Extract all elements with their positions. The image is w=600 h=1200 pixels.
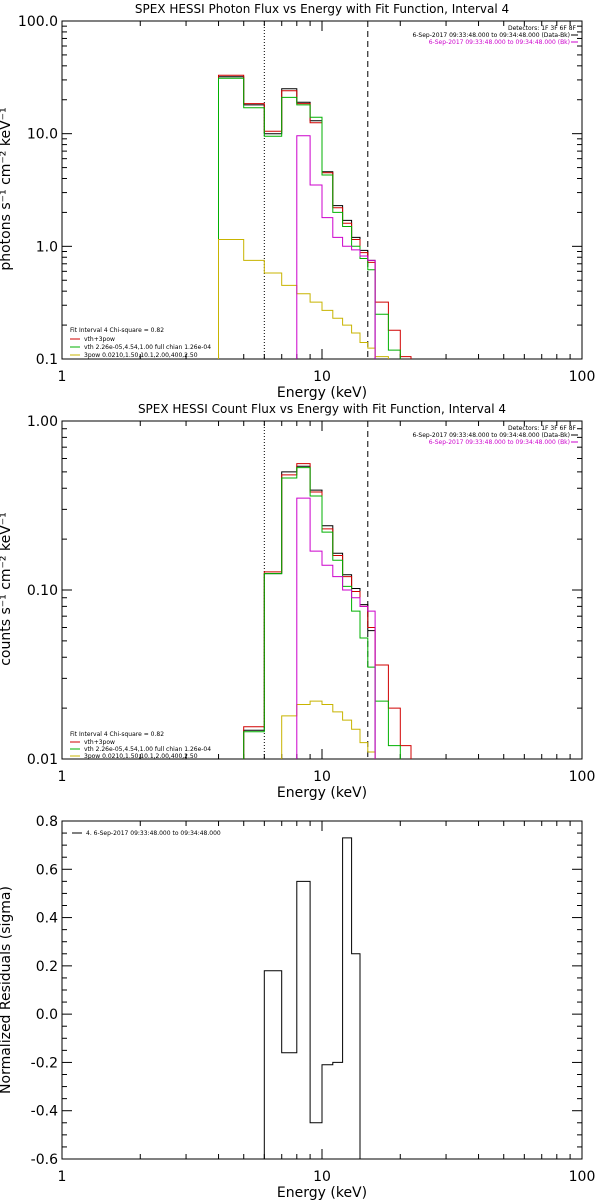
x-tick-label: 10 (313, 1169, 331, 1185)
x-tick-label: 100 (569, 369, 596, 385)
plot-frame-2 (61, 420, 583, 760)
x-tick-label: 10 (313, 369, 331, 385)
y-tick-label: 10.0 (27, 127, 58, 143)
count-bk-label: 6-Sep-2017 09:33:48.000 to 09:34:48.000 … (429, 439, 570, 446)
y-tick-label: -0.2 (31, 1055, 58, 1071)
x-tick-label: 1 (58, 1169, 67, 1185)
y-tick-label: 0.10 (27, 583, 58, 599)
photon-fit-red: vth+3pow (84, 336, 115, 343)
plot-area-1: 1 10 100 0.1 1.0 10.0 100.0 Energy (keV) photons… (0, 14, 595, 401)
series-vth-line (243, 467, 401, 759)
series-vth-3pow-line (218, 74, 412, 359)
plot-area-2: 1 10 100 0.01 0.10 1.00 Energy (keV) counts s⁻¹… (0, 414, 595, 801)
x-axis-label: Energy (keV) (277, 785, 367, 801)
series-3pow-line (218, 239, 389, 359)
count-fit-green: vth 2.26e-05,4.54,1.00 full chian 1.26e-… (84, 746, 211, 753)
x-axis-label: Energy (keV) (277, 1185, 367, 1200)
series-group-2 (243, 463, 412, 759)
y-tick-label: 0.8 (36, 814, 58, 830)
plot-area-3: 1 10 100 -0.6 -0.4 -0.2 0.0 0.2 0.4 0.6 0.8 Energy … (0, 814, 595, 1200)
y-tick-label: 0.6 (36, 862, 58, 878)
x-tick-label: 100 (569, 769, 596, 785)
photon-flux-title: SPEX HESSI Photon Flux vs Energy with Fi… (135, 2, 509, 16)
count-fit-red: vth+3pow (84, 739, 115, 746)
y-tick-label: -0.6 (31, 1152, 58, 1168)
x-tick-label: 1 (58, 369, 67, 385)
y-tick-label: 0.4 (36, 911, 58, 927)
y-tick-label: -0.4 (31, 1104, 58, 1120)
series-bk-line (296, 135, 376, 359)
y-tick-label: 0.0 (36, 1007, 58, 1023)
series-group-1 (218, 74, 412, 359)
x-tick-label: 1 (58, 769, 67, 785)
count-detectors-label: Detectors: 1F 3F 6F 8F (508, 425, 577, 432)
residual-legend-text: 4. 6-Sep-2017 09:33:48.000 to 09:34:48.0… (86, 830, 221, 837)
count-flux-panel: SPEX HESSI Count Flux vs Energy with Fit… (70, 402, 578, 760)
photon-fit-green: vth 2.26e-05,4.54,1.00 full chian 1.26e-… (84, 344, 211, 351)
y-tick-label: 0.2 (36, 959, 58, 975)
y-axis-label: Normalized Residuals (sigma) (0, 886, 14, 1094)
y-tick-label: 0.1 (36, 352, 58, 368)
photon-fit-yellow: 3pow 0.0210,1.50,10.1,2.00,400,2.50 (84, 352, 198, 359)
y-axis-label: counts s⁻¹ cm⁻² keV⁻¹ (0, 512, 14, 666)
y-tick-label: 0.01 (27, 752, 58, 768)
series-bk-line (296, 497, 376, 759)
y-axis-label: photons s⁻¹ cm⁻² keV⁻¹ (0, 107, 14, 270)
photon-fit-interval: Fit Interval 4 Chi-square = 0.82 (70, 327, 164, 334)
series-3pow-line (281, 700, 376, 759)
count-fit-interval: Fit Interval 4 Chi-square = 0.82 (70, 731, 164, 738)
series-vth-line (218, 77, 401, 359)
x-axis-label: Energy (keV) (277, 385, 367, 401)
residuals-panel: 4. 6-Sep-2017 09:33:48.000 to 09:34:48.0… (72, 830, 221, 837)
photon-bk-label: 6-Sep-2017 09:33:48.000 to 09:34:48.000 … (429, 39, 570, 46)
series-residual-line (263, 837, 361, 1159)
photon-flux-panel: SPEX HESSI Photon Flux vs Energy with Fi… (70, 2, 578, 359)
y-tick-label: 1.00 (27, 414, 58, 430)
photon-databk-label: 6-Sep-2017 09:33:48.000 to 09:34:48.000 … (412, 32, 570, 39)
photon-detectors-label: Detectors: 1F 3F 6F 8F (508, 25, 577, 32)
count-fit-yellow: 3pow 0.0210,1.50,10.1,2.00,400,2.50 (84, 753, 198, 760)
y-tick-label: 1.0 (36, 239, 58, 255)
y-tick-label: 100.0 (18, 14, 58, 30)
count-databk-label: 6-Sep-2017 09:33:48.000 to 09:34:48.000 … (412, 432, 570, 439)
x-tick-label: 10 (313, 769, 331, 785)
x-tick-label: 100 (569, 1169, 596, 1185)
series-group-3 (263, 837, 361, 1159)
series-vth-3pow-line (243, 463, 412, 759)
series-data-bk-line (243, 465, 376, 759)
count-flux-title: SPEX HESSI Count Flux vs Energy with Fit… (138, 402, 506, 416)
